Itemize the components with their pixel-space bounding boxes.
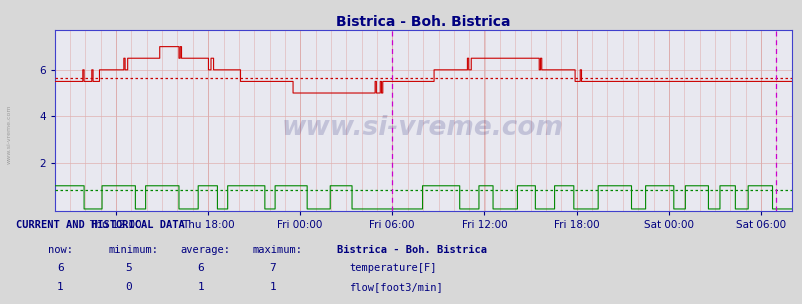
Text: temperature[F]: temperature[F] <box>349 263 436 273</box>
Text: 7: 7 <box>269 263 276 273</box>
Text: 1: 1 <box>269 282 276 292</box>
Text: minimum:: minimum: <box>108 245 158 255</box>
Title: Bistrica - Boh. Bistrica: Bistrica - Boh. Bistrica <box>335 15 510 29</box>
Text: 6: 6 <box>57 263 63 273</box>
Text: 1: 1 <box>57 282 63 292</box>
Text: maximum:: maximum: <box>253 245 302 255</box>
Text: 1: 1 <box>197 282 204 292</box>
Text: CURRENT AND HISTORICAL DATA: CURRENT AND HISTORICAL DATA <box>16 220 184 230</box>
Text: 0: 0 <box>125 282 132 292</box>
Text: 5: 5 <box>125 263 132 273</box>
Text: flow[foot3/min]: flow[foot3/min] <box>349 282 443 292</box>
Text: average:: average: <box>180 245 230 255</box>
Text: now:: now: <box>48 245 73 255</box>
Text: www.si-vreme.com: www.si-vreme.com <box>6 104 11 164</box>
Text: www.si-vreme.com: www.si-vreme.com <box>282 115 564 141</box>
Text: 6: 6 <box>197 263 204 273</box>
Text: Bistrica - Boh. Bistrica: Bistrica - Boh. Bistrica <box>337 245 487 255</box>
